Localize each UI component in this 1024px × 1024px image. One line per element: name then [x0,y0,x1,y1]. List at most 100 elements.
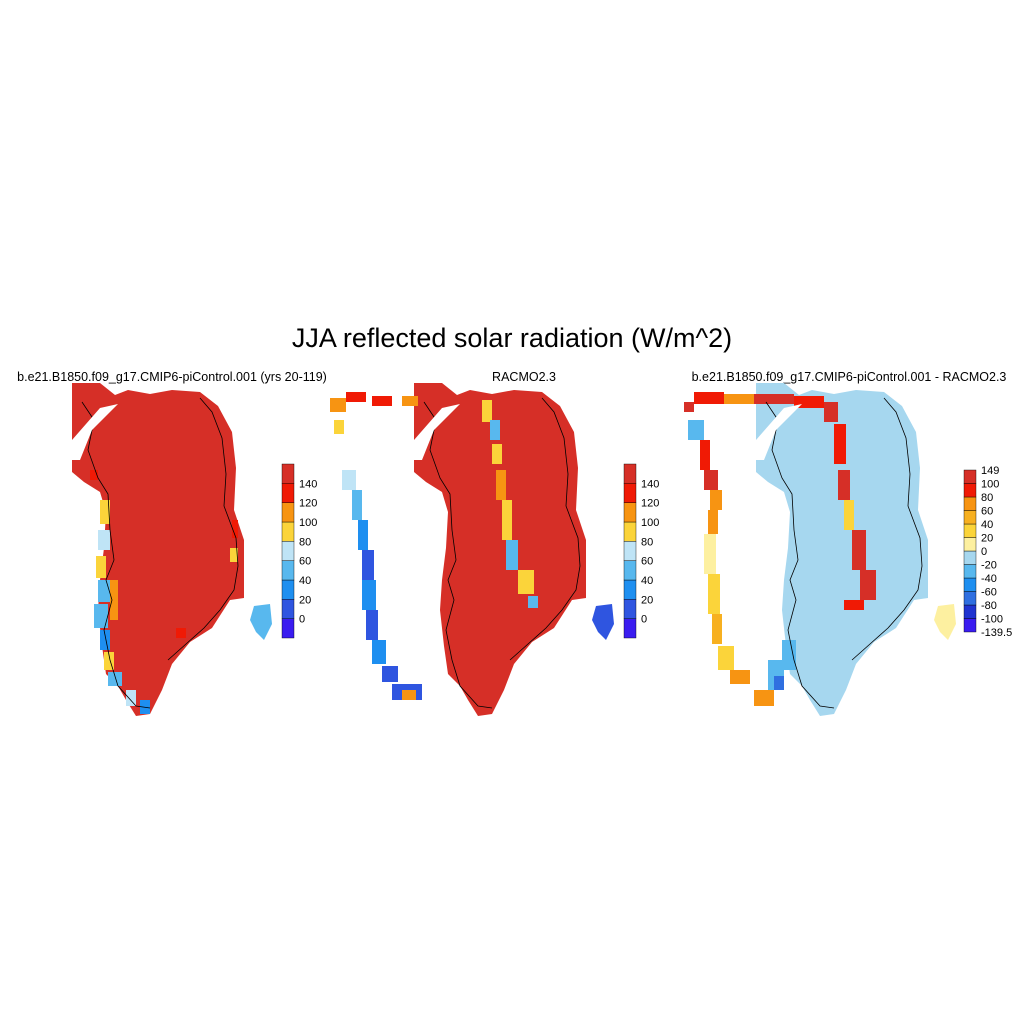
coastline-west [81,401,151,709]
grid-cell [366,610,378,640]
colorbar-swatch [963,496,977,511]
grid-cell [372,396,392,406]
colorbar-tick-label: -40 [981,573,997,585]
colorbar-tick-label: 40 [981,519,993,531]
grid-cell [688,420,704,440]
colorbar-tick-label: 20 [299,594,311,606]
grid-cell [712,614,722,644]
missing-data-area [414,404,460,460]
grid-cell [496,470,506,500]
colorbar-tick-label: 60 [981,506,993,518]
colorbar-tick-label: 100 [981,479,999,491]
grid-cell [838,470,850,500]
grid-cell [860,570,876,600]
grid-cell [754,690,774,706]
colorbar-tick-label: 60 [641,556,653,568]
grid-cell [342,470,356,490]
grid-cell [502,500,512,540]
main-title: JJA reflected solar radiation (W/m^2) [291,323,733,353]
colorbar-swatch [963,510,977,525]
colorbar-swatch [963,550,977,565]
colorbar-swatch [963,564,977,579]
grid-cell [110,580,118,620]
colorbar-tick-label: -100 [981,614,1003,626]
grid-cell [724,394,754,404]
grid-cell [358,520,368,550]
colorbar-swatch [963,604,977,619]
grid-cell [362,580,376,610]
grid-cell [98,580,110,602]
colorbar-swatch [623,463,637,484]
colorbar-swatch [281,463,295,484]
grid-cell [362,550,374,580]
grid-cell [382,666,398,682]
coastline-east [851,397,923,661]
colorbar-swatch [963,577,977,592]
colorbar-tick-label: 0 [981,546,987,558]
grid-cell [230,548,238,562]
grid-cell [774,676,784,690]
grid-cell [710,490,722,510]
colorbar-tick-label: 80 [299,536,311,548]
colorbar-tick-label: 100 [299,517,317,529]
grid-cell [718,646,734,670]
colorbar-tick-label: 149 [981,465,999,477]
grid-cell [126,690,136,706]
grid-cell [482,400,492,422]
grid-cell [90,470,98,480]
colorbar-tick-label: -20 [981,560,997,572]
colorbar-swatch [963,483,977,498]
panel-title-difference: b.e21.B1850.f09_g17.CMIP6-piControl.001 … [691,370,1007,384]
colorbar-tick-label: 20 [641,594,653,606]
grid-cell [700,440,710,470]
island-field [250,604,272,640]
grid-cell [402,690,416,700]
grid-cell [100,630,110,650]
grid-cell [506,540,518,570]
colorbar-tick-label: 20 [981,533,993,545]
island-field [592,604,614,640]
colorbar-swatch [963,591,977,606]
grid-cell [490,420,500,440]
grid-cell [492,444,502,464]
colorbar-tick-label: 140 [641,478,659,490]
grid-cell [528,596,538,608]
grid-cell [704,470,718,490]
panel-title-model: b.e21.B1850.f09_g17.CMIP6-piControl.001 … [17,370,327,384]
colorbar-tick-label: 80 [641,536,653,548]
missing-data-area [756,404,802,460]
grid-cell [844,500,854,530]
colorbar-tick-label: 0 [641,614,647,626]
greenland-field [72,383,244,716]
colorbar-tick-label: -80 [981,600,997,612]
colorbar-tick-label: 120 [299,498,317,510]
panel-title-racmo: RACMO2.3 [492,370,556,384]
grid-cell [372,640,386,664]
colorbar-tick-label: 40 [299,575,311,587]
grid-cell [94,604,108,628]
grid-cell [834,424,846,464]
island-field [934,604,956,640]
grid-cell [844,600,864,610]
grid-cell [98,530,110,550]
greenland-field [756,383,928,716]
grid-cell [852,530,866,570]
grid-cell [334,420,344,434]
colorbar-swatch [963,469,977,484]
coastline-east [509,397,581,661]
colorbar-tick-label: 60 [299,556,311,568]
grid-cell [402,396,418,406]
coastline-east [167,397,239,661]
grid-cell [708,510,718,534]
grid-cell [754,394,794,404]
grid-cell [824,402,838,422]
grid-cell [352,490,362,520]
grid-cell [104,652,114,670]
grid-cell [518,570,534,594]
colorbar-tick-label: -139.5 [981,627,1012,639]
coastline-west [423,401,493,709]
